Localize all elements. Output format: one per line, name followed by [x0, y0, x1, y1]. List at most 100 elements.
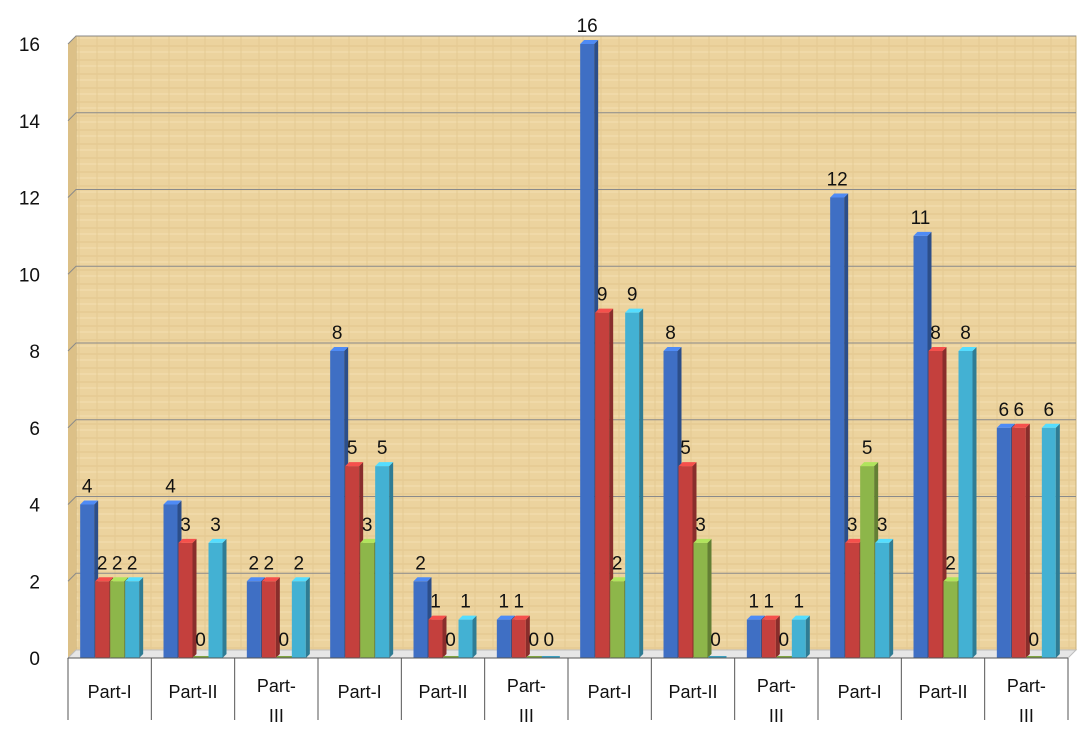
bar-top — [375, 462, 394, 467]
x-category-label: Part-I — [838, 682, 882, 702]
bar-side — [389, 462, 394, 658]
data-label: 1 — [460, 592, 471, 613]
data-label: 2 — [112, 553, 123, 574]
bar-top — [413, 577, 432, 582]
bar-top — [996, 423, 1015, 428]
x-category-label: Part-II — [668, 682, 717, 702]
data-label: 2 — [415, 553, 426, 574]
bar-side — [707, 538, 712, 658]
bar — [776, 656, 795, 658]
bar-side — [525, 615, 530, 658]
x-category-label: Part-II — [418, 682, 467, 702]
bar — [443, 656, 462, 658]
bar — [276, 656, 295, 658]
data-label: 2 — [264, 553, 275, 574]
bar — [663, 351, 678, 658]
data-label: 8 — [665, 323, 676, 344]
x-category-label: Part-III — [507, 676, 546, 726]
y-tick-label: 12 — [19, 189, 40, 210]
x-category-label: Part-I — [88, 682, 132, 702]
bar — [913, 235, 928, 658]
bar — [845, 542, 860, 658]
data-label: 3 — [847, 515, 858, 536]
data-label: 0 — [710, 630, 721, 651]
data-label: 8 — [332, 323, 343, 344]
y-axis: 0 2 4 6 8 10 12 14 16 — [19, 35, 41, 670]
bar-top — [663, 347, 682, 351]
y-tick-label: 16 — [19, 35, 40, 56]
bar — [625, 312, 640, 658]
bar-side — [775, 615, 780, 658]
bar — [375, 466, 390, 658]
data-label: 2 — [945, 553, 956, 574]
data-label: 6 — [1014, 400, 1025, 421]
data-label: 8 — [960, 323, 971, 344]
bar-side — [889, 538, 894, 658]
bar — [943, 581, 958, 658]
gridline — [67, 572, 1076, 582]
data-label: 5 — [377, 438, 388, 459]
data-label: 2 — [294, 553, 305, 574]
data-label: 11 — [911, 208, 931, 229]
bar — [1011, 427, 1026, 658]
bar-side — [1025, 423, 1030, 658]
bar-top — [1041, 423, 1060, 428]
bar-top — [345, 462, 364, 467]
bar-top — [595, 308, 614, 313]
bar-top — [163, 500, 182, 505]
data-label: 16 — [577, 16, 598, 37]
bar-top — [178, 538, 197, 543]
bar — [860, 466, 875, 658]
gridline — [67, 496, 1076, 505]
bar-side — [442, 615, 447, 658]
bar-side — [639, 308, 644, 658]
bar-top — [360, 538, 379, 543]
bar-top — [791, 615, 810, 620]
bar — [610, 581, 625, 658]
bar-top — [943, 577, 962, 582]
x-category-label: Part-II — [168, 682, 217, 702]
bar — [163, 504, 178, 658]
bar — [193, 656, 212, 658]
bar — [708, 656, 727, 658]
bar — [261, 581, 276, 658]
x-category-label: Part-III — [257, 676, 296, 726]
data-label: 5 — [680, 438, 691, 459]
y-tick-label: 8 — [29, 342, 40, 363]
gridlines — [67, 35, 1076, 582]
bar — [761, 619, 776, 658]
bar-side — [472, 615, 477, 658]
bar-top — [928, 347, 947, 351]
bars — [80, 40, 1060, 658]
bar-top — [428, 615, 447, 620]
data-label: 0 — [195, 630, 206, 651]
y-tick-label: 10 — [19, 265, 40, 286]
bar — [791, 619, 806, 658]
data-label: 12 — [827, 170, 848, 191]
bar — [1041, 427, 1056, 658]
data-label: 4 — [165, 477, 176, 498]
data-label: 1 — [499, 592, 510, 613]
bar-top — [678, 462, 697, 467]
bar — [413, 581, 428, 658]
bar-top — [610, 577, 629, 582]
bar-top — [496, 615, 515, 620]
data-label: 2 — [127, 553, 138, 574]
bar-top — [511, 615, 530, 620]
data-label: 3 — [362, 515, 373, 536]
bar-top — [860, 462, 879, 467]
data-label: 3 — [180, 515, 191, 536]
bar — [178, 542, 193, 658]
x-category-label: Part-II — [918, 682, 967, 702]
bar-top — [958, 347, 977, 351]
bar-top — [125, 577, 144, 582]
bar — [246, 581, 261, 658]
category-table: Part-I Part-II Part-III Part-I Part-II Part-I… — [67, 657, 1069, 726]
bar-top — [580, 40, 599, 44]
bar — [928, 351, 943, 658]
data-label: 6 — [1044, 400, 1055, 421]
x-category-label: Part-III — [1007, 676, 1046, 726]
data-label: 2 — [249, 553, 260, 574]
data-label: 0 — [1029, 630, 1040, 651]
